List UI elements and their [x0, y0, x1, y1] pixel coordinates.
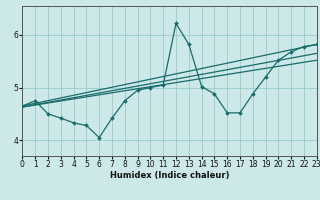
X-axis label: Humidex (Indice chaleur): Humidex (Indice chaleur) — [110, 171, 229, 180]
